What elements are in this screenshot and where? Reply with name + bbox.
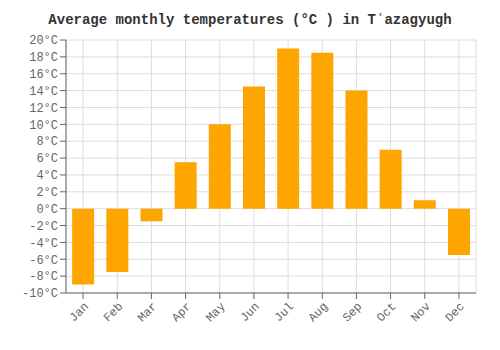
svg-text:Jan: Jan xyxy=(67,300,92,325)
svg-text:2°C: 2°C xyxy=(36,186,58,200)
svg-text:0°C: 0°C xyxy=(36,203,58,217)
svg-text:4°C: 4°C xyxy=(36,169,58,183)
svg-text:14°C: 14°C xyxy=(29,85,58,99)
svg-text:Apr: Apr xyxy=(169,300,194,325)
svg-text:-2°C: -2°C xyxy=(29,220,58,234)
svg-text:Dec: Dec xyxy=(443,300,468,325)
svg-text:Aug: Aug xyxy=(306,300,331,325)
svg-text:-8°C: -8°C xyxy=(29,270,58,284)
svg-text:-4°C: -4°C xyxy=(29,237,58,251)
svg-text:Mar: Mar xyxy=(135,300,160,325)
svg-text:May: May xyxy=(203,300,228,325)
svg-text:Oct: Oct xyxy=(374,300,399,325)
svg-text:-10°C: -10°C xyxy=(22,287,58,301)
svg-text:12°C: 12°C xyxy=(29,102,58,116)
svg-text:20°C: 20°C xyxy=(29,34,58,48)
svg-text:16°C: 16°C xyxy=(29,68,58,82)
svg-text:6°C: 6°C xyxy=(36,152,58,166)
html-text:Average monthly temperatures (: Average monthly temperatures (°C ) in Tʿ… xyxy=(48,12,452,28)
svg-text:18°C: 18°C xyxy=(29,51,58,65)
svg-text:8°C: 8°C xyxy=(36,135,58,149)
svg-text:-6°C: -6°C xyxy=(29,254,58,268)
svg-text:Jun: Jun xyxy=(238,300,263,325)
svg-text:Jul: Jul xyxy=(272,300,297,325)
svg-text:Feb: Feb xyxy=(101,300,126,325)
svg-text:10°C: 10°C xyxy=(29,119,58,133)
svg-text:Nov: Nov xyxy=(408,300,433,325)
svg-text:Sep: Sep xyxy=(340,300,365,325)
